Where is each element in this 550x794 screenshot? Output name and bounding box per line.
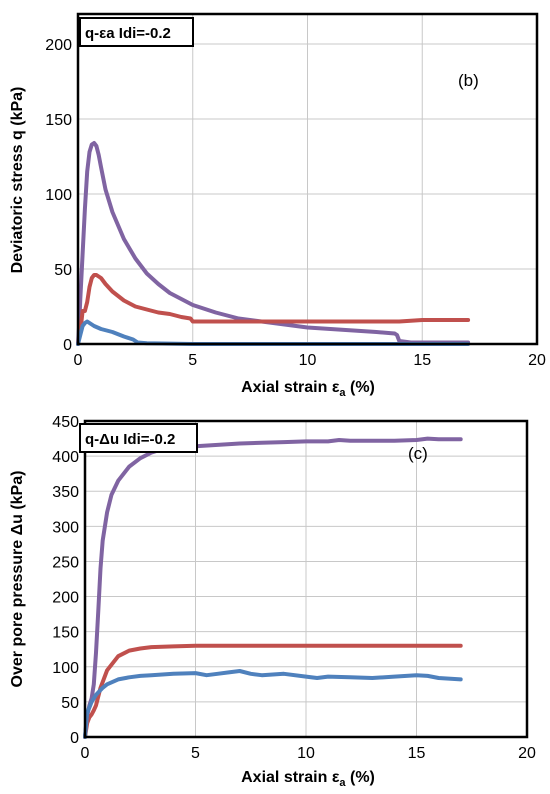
x-tick-labels: 0 5 10 15 20	[74, 352, 546, 369]
series-lines	[76, 141, 471, 346]
x-tick-labels: 0 5 10 15 20	[81, 745, 536, 762]
chart-panel-c: 0 5 10 15 20 0 50 100 150 200 250 300 350 400 450 q-Δ…	[9, 414, 536, 789]
y-tick-label: 50	[54, 262, 72, 279]
y-tick-labels: 0 50 100 150 200	[45, 37, 72, 354]
y-tick-label: 0	[63, 337, 72, 354]
x-tick-label: 0	[81, 745, 90, 762]
x-tick-label: 15	[413, 352, 431, 369]
x-tick-label: 10	[299, 352, 317, 369]
title-box: q-Δu Idi=-0.2	[79, 423, 198, 453]
plot-frame	[76, 12, 539, 346]
chart-title: q-Δu Idi=-0.2	[85, 431, 175, 448]
y-tick-labels: 0 50 100 150 200 250 300 350 400 450	[52, 414, 79, 747]
x-axis-label: Axial strain εa (%)	[241, 769, 375, 789]
series-line-2	[83, 643, 463, 739]
series-line-3	[83, 669, 463, 739]
y-axis-label: Deviatoric stress q (kPa)	[9, 87, 26, 274]
y-tick-label: 300	[52, 519, 79, 536]
y-tick-label: 50	[61, 695, 79, 712]
x-tick-label: 20	[518, 745, 536, 762]
title-box: q-εa Idi=-0.2	[79, 17, 194, 47]
y-tick-label: 150	[52, 625, 79, 642]
series-line-1	[76, 141, 471, 346]
y-tick-label: 100	[52, 660, 79, 677]
plot-frame	[83, 419, 529, 739]
grid-lines	[85, 420, 528, 737]
x-tick-label: 5	[188, 352, 197, 369]
panel-label: (b)	[458, 71, 479, 90]
y-tick-label: 250	[52, 554, 79, 571]
y-tick-label: 0	[70, 730, 79, 747]
series-lines	[83, 436, 463, 739]
chart-title: q-εa Idi=-0.2	[85, 25, 171, 42]
x-tick-label: 0	[74, 352, 83, 369]
x-axis-label: Axial strain εa (%)	[241, 379, 375, 399]
y-tick-label: 100	[45, 187, 72, 204]
panel-label: (c)	[408, 444, 428, 463]
x-tick-label: 15	[408, 745, 426, 762]
series-line-2	[76, 273, 471, 346]
x-tick-label: 20	[528, 352, 546, 369]
y-axis-label: Over pore pressure Δu (kPa)	[9, 471, 26, 688]
y-tick-label: 200	[45, 37, 72, 54]
x-tick-label: 10	[297, 745, 315, 762]
x-tick-label: 5	[191, 745, 200, 762]
grid-lines	[78, 14, 538, 344]
y-tick-label: 350	[52, 484, 79, 501]
y-tick-label: 150	[45, 112, 72, 129]
y-tick-label: 450	[52, 414, 79, 431]
y-tick-label: 400	[52, 449, 79, 466]
y-tick-label: 200	[52, 590, 79, 607]
series-line-1	[83, 436, 463, 739]
